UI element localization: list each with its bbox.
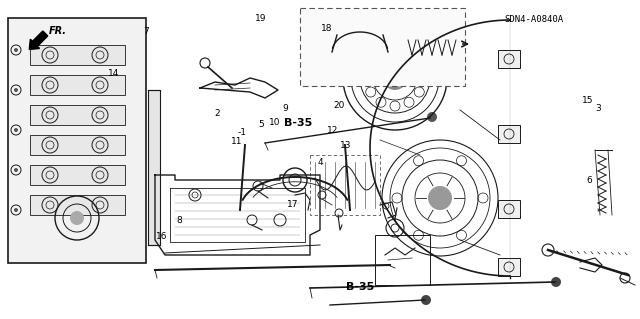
Text: 19: 19 bbox=[255, 14, 267, 23]
Circle shape bbox=[551, 277, 561, 287]
Text: 12: 12 bbox=[327, 126, 339, 135]
Text: 6: 6 bbox=[586, 176, 591, 185]
Circle shape bbox=[70, 211, 84, 225]
Circle shape bbox=[14, 128, 18, 132]
Text: -1: -1 bbox=[237, 128, 246, 137]
Text: 17: 17 bbox=[287, 200, 299, 209]
Circle shape bbox=[14, 48, 18, 52]
Bar bbox=[30, 45, 125, 65]
Bar bbox=[30, 195, 125, 215]
Text: B-35: B-35 bbox=[284, 118, 312, 128]
Text: 2: 2 bbox=[215, 109, 220, 118]
Bar bbox=[498, 50, 520, 68]
Text: 8: 8 bbox=[177, 216, 182, 225]
FancyBboxPatch shape bbox=[300, 8, 465, 86]
Bar bbox=[498, 200, 520, 218]
Bar bbox=[8, 18, 146, 263]
Circle shape bbox=[14, 208, 18, 212]
FancyArrow shape bbox=[29, 31, 48, 49]
Bar bbox=[148, 90, 160, 245]
Bar bbox=[498, 125, 520, 143]
Text: 13: 13 bbox=[340, 141, 351, 150]
Circle shape bbox=[427, 112, 437, 122]
Text: 3: 3 bbox=[596, 104, 601, 113]
Bar bbox=[310, 155, 380, 215]
Text: 9: 9 bbox=[282, 104, 287, 113]
Bar bbox=[30, 165, 125, 185]
Text: SDN4-A0840A: SDN4-A0840A bbox=[505, 15, 564, 24]
Bar bbox=[30, 75, 125, 95]
Circle shape bbox=[14, 168, 18, 172]
Text: 15: 15 bbox=[582, 96, 593, 105]
Text: B-35: B-35 bbox=[346, 282, 374, 292]
Text: 18: 18 bbox=[321, 24, 332, 33]
Bar bbox=[30, 105, 125, 125]
Circle shape bbox=[383, 66, 407, 90]
Circle shape bbox=[428, 186, 452, 210]
Text: 11: 11 bbox=[231, 137, 243, 146]
Text: 16: 16 bbox=[156, 232, 167, 241]
Text: 7: 7 bbox=[143, 27, 148, 36]
Text: 20: 20 bbox=[333, 101, 345, 110]
Text: 10: 10 bbox=[269, 118, 281, 127]
Text: FR.: FR. bbox=[49, 26, 67, 36]
Circle shape bbox=[14, 88, 18, 92]
Text: 4: 4 bbox=[317, 158, 323, 167]
Bar bbox=[375, 235, 430, 285]
Text: 14: 14 bbox=[108, 69, 120, 78]
Bar bbox=[30, 135, 125, 155]
Bar bbox=[498, 258, 520, 276]
Text: 5: 5 bbox=[259, 120, 264, 129]
Circle shape bbox=[421, 295, 431, 305]
